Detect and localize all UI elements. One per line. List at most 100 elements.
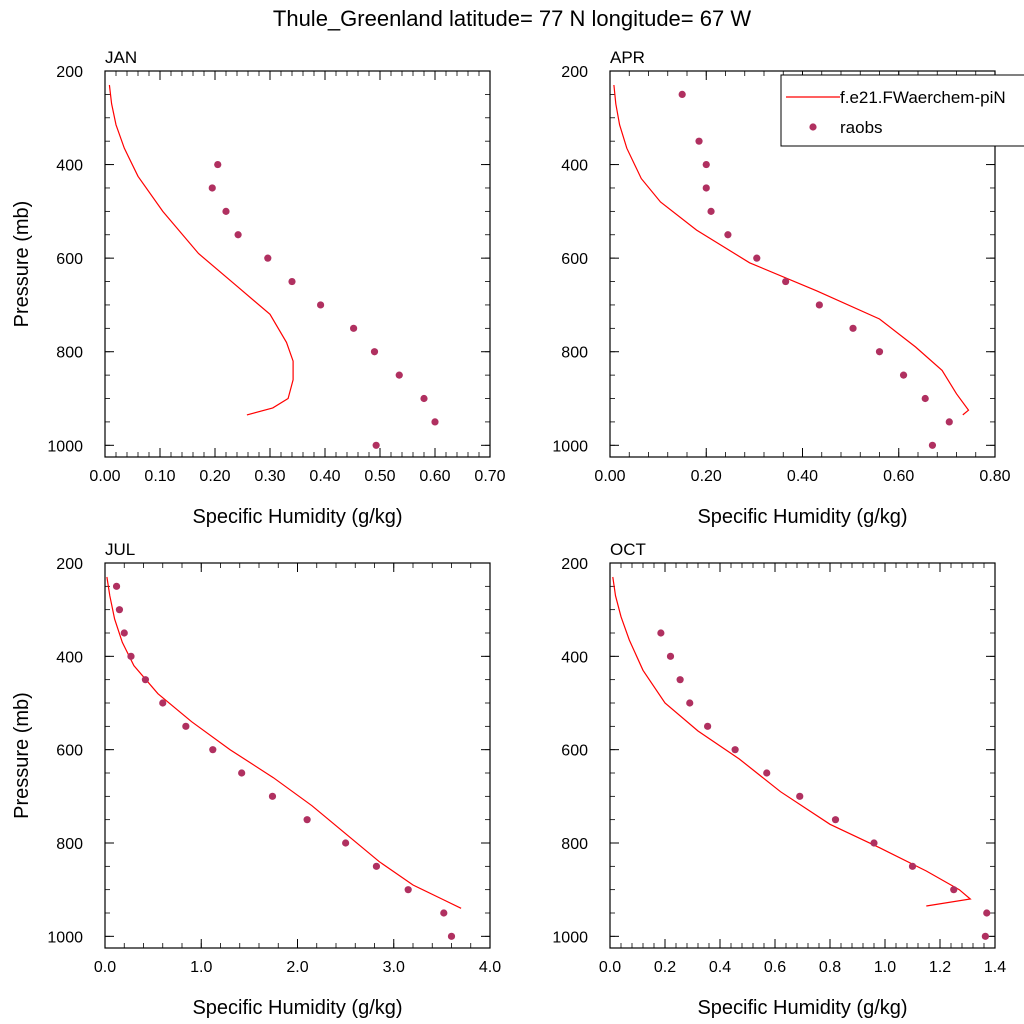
panel-title-apr: APR: [610, 48, 645, 67]
raobs-point-apr: [702, 184, 710, 192]
y-tick-label: 800: [561, 836, 588, 853]
x-axis-label: Specific Humidity (g/kg): [697, 506, 907, 528]
y-tick-label: 1000: [552, 929, 588, 946]
y-tick-label: 200: [561, 556, 588, 573]
raobs-point-jul: [447, 932, 456, 940]
x-tick-label: 1.0: [874, 959, 896, 976]
y-tick-label: 400: [561, 649, 588, 666]
x-tick-label: 3.0: [383, 959, 405, 976]
raobs-point-oct: [983, 909, 991, 917]
x-tick-label: 0.50: [364, 468, 395, 485]
x-tick-label: 0.20: [691, 468, 722, 485]
y-tick-label: 200: [56, 556, 83, 573]
raobs-point-jul: [120, 629, 128, 637]
x-tick-label: 0.6: [764, 959, 786, 976]
raobs-point-jan: [234, 231, 242, 239]
x-tick-label: 1.4: [984, 959, 1006, 976]
x-tick-label: 0.60: [883, 468, 914, 485]
raobs-point-jan: [214, 160, 222, 169]
x-axis-label: Specific Humidity (g/kg): [192, 997, 402, 1019]
model-line-oct: [612, 576, 972, 907]
legend-obs-swatch: [809, 123, 817, 131]
raobs-point-jul: [182, 722, 190, 730]
raobs-point-apr: [875, 348, 884, 356]
x-tick-label: 0.0: [94, 959, 116, 976]
raobs-point-oct: [686, 699, 694, 707]
raobs-point-jan: [372, 441, 380, 449]
panel-jul: JUL 0.0 1.0 2.0 3.0 4.0 200 400 600 800 1000 Specif…: [11, 540, 501, 1019]
y-axis-label: Pressure (mb): [11, 201, 33, 328]
y-tick-label: 400: [561, 158, 588, 175]
raobs-point-jul: [141, 676, 150, 684]
raobs-point-apr: [702, 160, 710, 169]
y-axis-label: Pressure (mb): [11, 692, 33, 819]
raobs-point-apr: [945, 418, 953, 426]
raobs-point-jan: [350, 324, 358, 332]
raobs-point-apr: [849, 324, 857, 332]
raobs-point-apr: [782, 277, 790, 286]
raobs-point-jul: [209, 746, 217, 754]
panel-title-jan: JAN: [105, 48, 137, 67]
raobs-point-jul: [115, 606, 124, 614]
figure-title: Thule_Greenland latitude= 77 N longitude…: [273, 6, 751, 31]
x-tick-label: 0.0: [599, 959, 621, 976]
raobs-point-jan: [208, 184, 216, 192]
raobs-point-apr: [921, 394, 929, 403]
x-axis-label: Specific Humidity (g/kg): [192, 506, 402, 528]
panels-group: JAN 0.00 0.10 0.20 0.30 0.40 0.50 0.60 0.70 200 40…: [11, 48, 1011, 1019]
plot-frame-jul: [104, 562, 491, 949]
raobs-point-oct: [763, 769, 771, 777]
x-tick-label: 0.00: [89, 468, 120, 485]
raobs-point-oct: [981, 932, 989, 940]
x-tick-label: 0.2: [654, 959, 676, 976]
x-tick-label: 0.10: [144, 468, 175, 485]
x-tick-label: 0.60: [419, 468, 450, 485]
legend-model-label: f.e21.FWaerchem-piN: [840, 88, 1006, 107]
model-line-apr: [613, 84, 970, 416]
raobs-point-jan: [264, 254, 272, 262]
raobs-point-jul: [342, 839, 350, 847]
panel-title-oct: OCT: [610, 540, 646, 559]
raobs-point-jul: [159, 699, 167, 707]
y-tick-label: 200: [561, 64, 588, 81]
legend-box: [780, 74, 1024, 147]
legend: f.e21.FWaerchem-piN raobs: [780, 74, 1024, 147]
panel-oct: OCT 0.0 0.2 0.4 0.6 0.8 1.0 1.2 1.4 200 400 600 800 1…: [552, 540, 1006, 1019]
y-tick-label: 600: [56, 743, 83, 760]
x-tick-label: 0.4: [709, 959, 731, 976]
raobs-point-oct: [657, 629, 665, 637]
raobs-point-jul: [112, 582, 121, 590]
y-tick-label: 800: [56, 345, 83, 362]
raobs-point-jul: [404, 886, 412, 894]
raobs-point-apr: [707, 207, 715, 215]
y-tick-label: 400: [56, 158, 83, 175]
y-tick-label: 800: [561, 345, 588, 362]
panel-apr: APR 0.00 0.20 0.40 0.60 0.80 200 400 600 800 1000 S…: [552, 48, 1010, 528]
x-tick-label: 0.70: [474, 468, 505, 485]
x-tick-label: 0.40: [309, 468, 340, 485]
raobs-point-jul: [372, 862, 381, 870]
y-tick-label: 800: [56, 836, 83, 853]
x-tick-label: 0.8: [819, 959, 841, 976]
model-line-jan: [108, 84, 294, 416]
raobs-point-apr: [928, 441, 937, 449]
raobs-point-jul: [303, 816, 311, 824]
raobs-point-oct: [831, 816, 840, 824]
x-tick-label: 4.0: [479, 959, 501, 976]
raobs-point-oct: [666, 652, 675, 660]
y-tick-label: 600: [561, 251, 588, 268]
raobs-point-jul: [238, 769, 246, 777]
raobs-point-jan: [370, 348, 379, 356]
raobs-point-apr: [678, 90, 686, 98]
panel-jan: JAN 0.00 0.10 0.20 0.30 0.40 0.50 0.60 0.70 200 40…: [11, 48, 506, 528]
y-tick-label: 400: [56, 649, 83, 666]
y-tick-label: 600: [56, 251, 83, 268]
raobs-point-jan: [288, 277, 296, 286]
x-tick-label: 2.0: [286, 959, 308, 976]
x-tick-label: 0.00: [594, 468, 625, 485]
y-tick-label: 200: [56, 64, 83, 81]
raobs-point-jan: [395, 371, 403, 379]
y-tick-label: 1000: [47, 438, 83, 455]
raobs-point-jan: [222, 207, 230, 215]
